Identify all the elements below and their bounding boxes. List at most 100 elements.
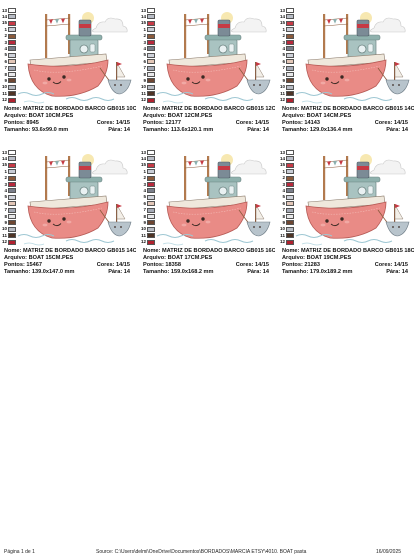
thread-swatch-color [8,72,16,77]
pennant-1 [188,161,192,166]
thread-swatch-color [147,220,155,226]
thread-swatch-color [147,65,155,71]
eye-left [186,219,190,223]
mast-left [45,156,48,200]
thread-swatch-color [8,40,16,45]
thread-swatch-row: 8 [278,214,295,219]
thread-swatch-color [8,239,16,245]
thread-swatch-number: 2 [143,33,146,39]
thread-swatch-number: 1 [143,168,146,174]
cloud-shape [92,17,128,33]
stitches-label: Pontos: [282,262,303,268]
design-file: BOAT 17CM.PES [167,255,213,261]
file-label: Arquivo: [282,255,305,261]
small-sail [394,62,404,78]
thread-swatch-number: 11 [2,232,7,238]
thread-swatch-color [8,8,16,13]
design-size-row: Tamanho: 139.0x147.0 mm Pára: 14 [4,269,136,276]
thread-swatch-color [286,40,294,45]
thread-swatch-number: 10 [1,226,7,232]
thread-swatch-row: 8 [139,72,156,77]
smile [52,81,62,85]
pennant-1 [327,19,331,24]
thread-swatch-color [147,20,155,26]
cheek-right [66,220,72,224]
thread-swatch-color [8,27,16,33]
thread-swatch-number: 13 [1,7,7,13]
thread-swatch-color [147,156,155,162]
thread-swatch-number: 11 [280,232,285,238]
thread-swatch-row: 6 [139,59,156,65]
thread-swatch-number: 8 [143,213,146,219]
thread-swatch-color [8,194,16,200]
thread-swatch-number: 1 [282,26,285,32]
thread-swatch-number: 3 [282,181,285,187]
thread-swatch-color [286,220,294,226]
thread-swatch-row: 11 [139,233,156,239]
water-wave-1 [156,234,194,238]
thread-swatch-number: 6 [143,200,146,206]
boat-embroidery-preview [4,10,134,106]
thread-swatch-row: 7 [139,207,156,213]
thread-swatch-row: 7 [139,65,156,71]
thread-swatch-row: 10 [278,226,295,232]
design-colors: 14/15 [255,262,269,268]
thread-swatch-color [286,8,294,13]
thread-swatch-number: 9 [4,77,7,83]
design-size: 139.0x147.0 mm [31,269,75,275]
water-wave-3 [23,242,45,246]
stops-label: Pára: [247,127,262,133]
design-stitches-row: Pontos: 21283 Cores: 14/15 [282,262,414,269]
thread-swatch-number: 12 [279,97,285,103]
thread-swatch-row: 15 [0,20,17,26]
pennant-1 [327,161,331,166]
thread-swatch-row: 9 [0,219,17,226]
thread-swatch-row: 4 [0,188,17,194]
thread-swatch-color [286,162,294,168]
thread-swatch-row: 8 [0,214,17,219]
cheek-left [42,223,48,227]
smile [52,223,62,227]
design-stitches-row: Pontos: 8945 Cores: 14/15 [4,120,136,127]
thread-swatch-row: 1 [278,169,295,175]
hull [27,201,109,239]
pennant-3 [200,18,204,24]
thread-swatch-row: 11 [0,91,17,97]
design-size: 113.6x120.1 mm [170,127,214,133]
pennant-1 [49,161,53,166]
thread-swatch-number: 14 [279,155,285,161]
cabin-window [228,43,235,53]
mast-right [346,156,349,196]
small-boat-eye-left [114,226,116,228]
design-card: 13 14 15 1 2 3 4 5 6 7 8 9 10 11 12 Nome: MATRIZ DE BOR… [139,146,278,280]
thread-swatch-row: 11 [278,91,295,97]
cloud-shape [370,17,406,33]
thread-swatch-color [8,214,16,219]
thread-swatch-number: 9 [143,77,146,83]
thread-swatch-row: 12 [139,97,156,103]
thread-swatch-number: 9 [4,219,7,225]
design-card: 13 14 15 1 2 3 4 5 6 7 8 9 10 11 12 Nome: MATRIZ DE BOR… [139,4,278,138]
thread-swatch-color [8,150,16,155]
thread-swatch-row: 4 [278,187,295,194]
design-card: 13 14 15 1 2 3 4 5 6 7 8 9 10 11 12 Nome: MATRIZ DE BOR… [278,4,416,138]
thread-swatch-color [147,91,155,97]
thread-swatch-row: 14 [0,156,17,162]
stops-label: Pára: [386,269,401,275]
thread-swatch-number: 10 [140,226,146,232]
hull [27,59,109,97]
small-boat-eye-right [398,226,400,228]
thread-swatch-number: 4 [282,187,285,193]
thread-swatch-row: 9 [139,77,156,84]
water-wave-3 [162,242,184,246]
thread-swatch-number: 7 [4,207,7,213]
thread-swatch-number: 5 [282,52,285,58]
water-wave-1 [295,92,333,96]
design-file-row: Arquivo: BOAT 14CM.PES [282,113,414,120]
small-boat-eye-right [398,84,400,86]
design-size: 159.0x168.2 mm [170,269,214,275]
thread-swatch-row: 13 [278,8,295,13]
water-wave-1 [17,234,55,238]
thread-swatch-color [286,27,294,33]
thread-swatch-number: 14 [140,155,146,161]
